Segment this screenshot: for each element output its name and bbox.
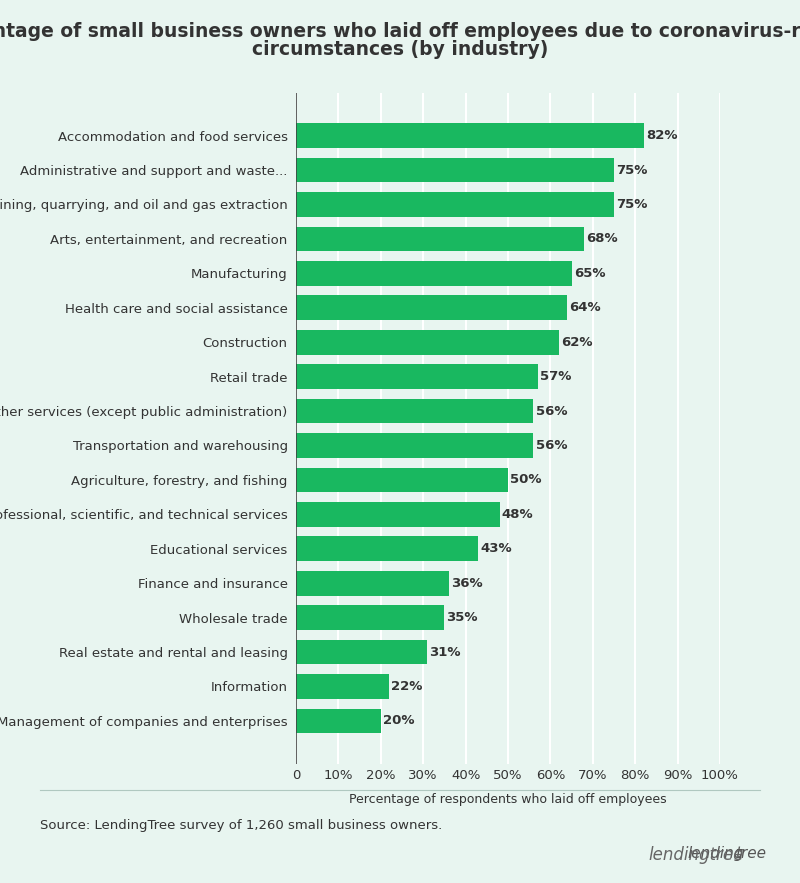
Bar — [296, 227, 584, 252]
Text: lendingtree: lendingtree — [649, 846, 744, 864]
Text: 48%: 48% — [502, 508, 534, 521]
Bar — [296, 536, 478, 562]
Text: 57%: 57% — [540, 370, 571, 383]
Text: 65%: 65% — [574, 267, 606, 280]
Bar — [296, 708, 381, 733]
Bar — [296, 502, 499, 527]
Bar — [296, 124, 644, 148]
Bar — [296, 192, 614, 217]
Text: 56%: 56% — [535, 439, 567, 452]
X-axis label: Percentage of respondents who laid off employees: Percentage of respondents who laid off e… — [349, 794, 667, 806]
Bar — [296, 605, 445, 630]
Text: 64%: 64% — [570, 301, 601, 314]
Text: lending: lending — [688, 846, 744, 861]
Bar — [296, 674, 390, 698]
Text: 31%: 31% — [430, 645, 461, 659]
Bar — [296, 433, 534, 458]
Text: 68%: 68% — [586, 232, 618, 245]
Text: 75%: 75% — [616, 163, 647, 177]
Bar — [296, 364, 538, 389]
Bar — [296, 467, 508, 493]
Bar — [296, 329, 559, 355]
Text: 62%: 62% — [561, 336, 593, 349]
Text: 75%: 75% — [616, 198, 647, 211]
Bar — [296, 639, 427, 664]
Text: 43%: 43% — [481, 542, 512, 555]
Text: 50%: 50% — [510, 473, 542, 487]
Text: 35%: 35% — [446, 611, 478, 624]
Bar — [296, 570, 449, 595]
Text: 82%: 82% — [646, 129, 678, 142]
Text: circumstances (by industry): circumstances (by industry) — [252, 40, 548, 59]
Bar — [296, 158, 614, 183]
Bar — [296, 398, 534, 424]
Text: 22%: 22% — [391, 680, 422, 693]
Bar — [296, 261, 571, 286]
Text: 20%: 20% — [383, 714, 414, 728]
Bar — [296, 295, 567, 321]
Text: 56%: 56% — [535, 404, 567, 418]
Text: Percentage of small business owners who laid off employees due to coronavirus-re: Percentage of small business owners who … — [0, 22, 800, 42]
Text: Source: LendingTree survey of 1,260 small business owners.: Source: LendingTree survey of 1,260 smal… — [40, 819, 442, 833]
Text: 36%: 36% — [450, 577, 482, 590]
Text: tree: tree — [734, 846, 766, 861]
